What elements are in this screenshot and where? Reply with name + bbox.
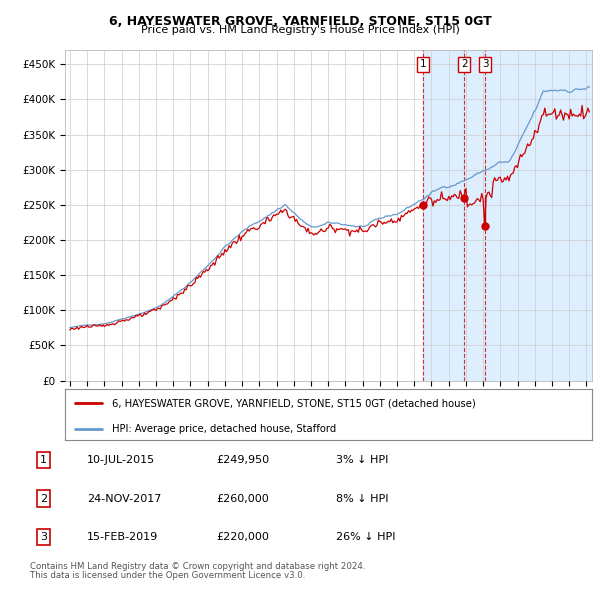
Text: £260,000: £260,000	[216, 494, 269, 503]
Text: 6, HAYESWATER GROVE, YARNFIELD, STONE, ST15 0GT (detached house): 6, HAYESWATER GROVE, YARNFIELD, STONE, S…	[112, 398, 476, 408]
Text: 8% ↓ HPI: 8% ↓ HPI	[336, 494, 389, 503]
Text: 6, HAYESWATER GROVE, YARNFIELD, STONE, ST15 0GT: 6, HAYESWATER GROVE, YARNFIELD, STONE, S…	[109, 15, 491, 28]
Text: 10-JUL-2015: 10-JUL-2015	[87, 455, 155, 465]
Text: 3: 3	[40, 532, 47, 542]
Text: 3% ↓ HPI: 3% ↓ HPI	[336, 455, 388, 465]
Bar	[423, 50, 592, 381]
Text: 2: 2	[40, 494, 47, 503]
Text: 26% ↓ HPI: 26% ↓ HPI	[336, 532, 395, 542]
Text: 1: 1	[420, 59, 427, 69]
Text: Price paid vs. HM Land Registry's House Price Index (HPI): Price paid vs. HM Land Registry's House …	[140, 25, 460, 35]
Text: £249,950: £249,950	[216, 455, 269, 465]
Text: £220,000: £220,000	[216, 532, 269, 542]
Text: Contains HM Land Registry data © Crown copyright and database right 2024.: Contains HM Land Registry data © Crown c…	[30, 562, 365, 571]
Text: 1: 1	[40, 455, 47, 465]
Text: 2: 2	[461, 59, 467, 69]
Text: HPI: Average price, detached house, Stafford: HPI: Average price, detached house, Staf…	[112, 424, 337, 434]
Text: 24-NOV-2017: 24-NOV-2017	[87, 494, 161, 503]
Text: 15-FEB-2019: 15-FEB-2019	[87, 532, 158, 542]
Text: 3: 3	[482, 59, 488, 69]
Text: This data is licensed under the Open Government Licence v3.0.: This data is licensed under the Open Gov…	[30, 571, 305, 580]
